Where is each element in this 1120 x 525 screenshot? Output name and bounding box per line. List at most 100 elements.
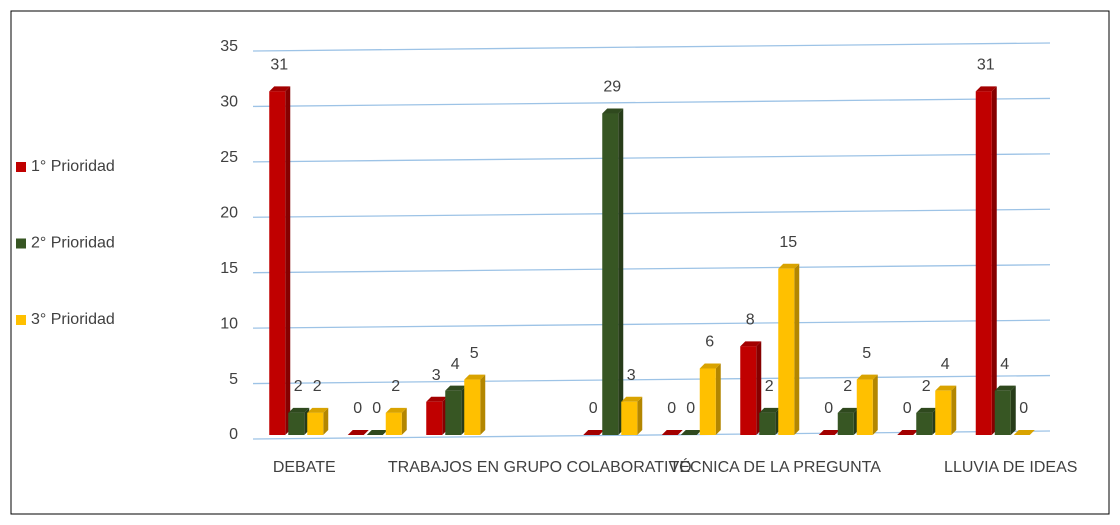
bar-face <box>994 390 1011 435</box>
bar-face <box>621 401 638 435</box>
y-tick-label: 15 <box>220 260 238 277</box>
bar-face <box>994 385 1016 391</box>
bar-face <box>307 412 324 435</box>
bar-face <box>385 407 407 413</box>
bar-face <box>661 430 683 435</box>
bar-face <box>1010 385 1016 435</box>
bar-face <box>366 430 388 435</box>
bar-face <box>464 374 486 380</box>
bar-face <box>778 268 795 435</box>
bar-face <box>818 430 840 435</box>
bar-face <box>269 91 286 435</box>
value-label: 0 <box>903 400 912 417</box>
bar-face <box>837 407 859 413</box>
value-label: 0 <box>667 400 676 417</box>
value-label: 15 <box>779 234 797 251</box>
grid-line <box>252 374 1051 385</box>
y-tick-label: 20 <box>220 205 238 222</box>
y-tick-label: 25 <box>220 149 238 166</box>
bar <box>366 430 388 435</box>
legend-swatch <box>16 162 26 172</box>
bar-face <box>916 412 933 435</box>
bar-face <box>951 385 957 435</box>
value-label: 0 <box>353 400 362 417</box>
bar <box>307 407 329 435</box>
bar <box>347 430 369 435</box>
y-tick-label: 5 <box>229 371 238 388</box>
bar-face <box>975 91 992 435</box>
bar <box>897 430 919 435</box>
value-label: 8 <box>746 312 755 329</box>
bar-face <box>602 113 619 435</box>
y-tick-label: 30 <box>220 94 238 111</box>
grid-line <box>252 208 1051 218</box>
bar-face <box>872 374 878 435</box>
value-label: 31 <box>270 57 288 74</box>
bar-face <box>916 407 938 413</box>
value-label: 0 <box>686 400 695 417</box>
value-label: 4 <box>941 356 950 373</box>
bar <box>856 374 878 435</box>
bar-face <box>756 341 762 435</box>
bar-face <box>285 86 291 435</box>
bar <box>916 407 938 435</box>
bar <box>935 385 957 435</box>
bar-face <box>680 430 702 435</box>
bar-face <box>715 363 721 435</box>
bar-face <box>778 263 800 269</box>
bar-face <box>975 86 997 92</box>
bar-face <box>897 430 919 435</box>
grid-line <box>252 42 1051 52</box>
bar-face <box>699 368 716 435</box>
value-label: 5 <box>470 345 479 362</box>
bar <box>464 374 486 435</box>
bar-face <box>401 407 407 435</box>
bar <box>445 385 467 435</box>
bar-face <box>464 379 481 435</box>
bar-face <box>637 396 643 435</box>
value-label: 4 <box>1000 356 1009 373</box>
bar <box>288 407 310 435</box>
bar <box>426 396 448 435</box>
bar <box>759 407 781 435</box>
bar-face <box>426 401 443 435</box>
value-label: 2 <box>294 378 303 395</box>
value-label: 0 <box>589 400 598 417</box>
bar-face <box>347 430 369 435</box>
y-tick-label: 35 <box>220 38 238 55</box>
bar-face <box>426 396 448 402</box>
value-label: 2 <box>313 378 322 395</box>
x-tick-label: DEBATE <box>273 459 336 476</box>
y-tick-label: 10 <box>220 315 238 332</box>
bar-face <box>935 390 952 435</box>
bar <box>837 407 859 435</box>
value-label: 2 <box>922 378 931 395</box>
value-label: 31 <box>977 57 995 74</box>
bar <box>740 341 762 435</box>
bar <box>385 407 407 435</box>
x-tick-label: LLUVIA DE IDEAS <box>944 459 1077 476</box>
bar <box>994 385 1016 435</box>
bar-face <box>740 346 757 435</box>
bar <box>621 396 643 435</box>
legend-label: 1° Prioridad <box>31 158 115 175</box>
bar-face <box>269 86 291 92</box>
bar-face <box>445 385 467 391</box>
legend-label: 2° Prioridad <box>31 235 115 252</box>
bar <box>269 86 291 435</box>
grid-line <box>252 319 1051 329</box>
bar-face <box>837 412 854 435</box>
bar <box>699 363 721 435</box>
bar-face <box>856 379 873 435</box>
bar <box>602 108 624 435</box>
bar-face <box>759 407 781 413</box>
legend-swatch <box>16 238 26 249</box>
bar-face <box>323 407 329 435</box>
bar-face <box>288 407 310 413</box>
grid-line <box>252 97 1051 108</box>
bar-face <box>856 374 878 380</box>
value-label: 2 <box>765 378 774 395</box>
grid-line <box>252 153 1051 163</box>
value-label: 3 <box>432 367 441 384</box>
bar-face <box>385 412 402 435</box>
